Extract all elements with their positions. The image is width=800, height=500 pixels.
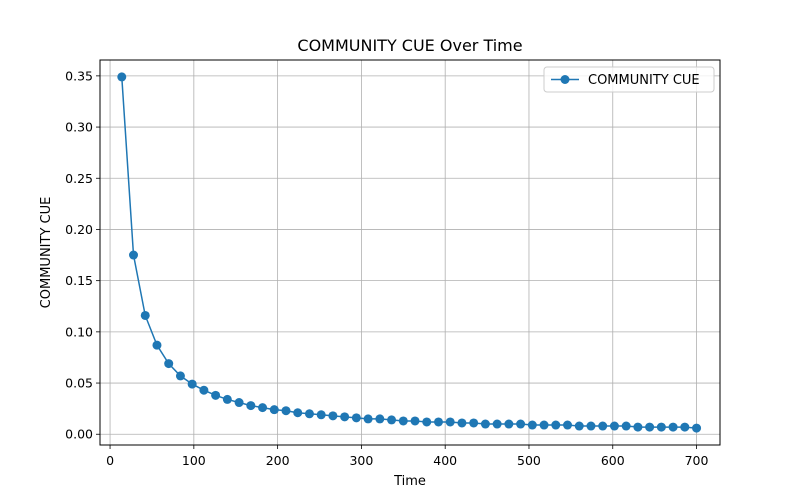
data-point xyxy=(492,419,502,429)
data-point xyxy=(152,340,162,350)
data-point xyxy=(527,420,537,430)
y-tick-label: 0.00 xyxy=(65,427,93,442)
series-layer xyxy=(117,72,702,433)
x-tick-label: 700 xyxy=(685,453,709,468)
data-point xyxy=(316,410,326,420)
data-point xyxy=(668,422,678,432)
data-point xyxy=(269,405,279,415)
data-point xyxy=(586,421,596,431)
data-point xyxy=(621,421,631,431)
data-point xyxy=(363,414,373,424)
data-point xyxy=(199,385,209,395)
data-point xyxy=(445,417,455,427)
plot-frame xyxy=(99,59,721,446)
y-tick-label: 0.10 xyxy=(65,324,93,339)
data-point xyxy=(387,415,397,425)
data-point xyxy=(680,422,690,432)
x-tick-label: 600 xyxy=(601,453,625,468)
legend: COMMUNITY CUE xyxy=(543,66,715,93)
data-point xyxy=(222,394,232,404)
data-point xyxy=(551,420,561,430)
x-tick-label: 500 xyxy=(517,453,541,468)
data-point xyxy=(281,406,291,416)
data-point xyxy=(175,371,185,381)
data-point xyxy=(211,390,221,400)
chart-title: COMMUNITY CUE Over Time xyxy=(297,36,522,55)
data-point xyxy=(692,423,702,433)
data-point xyxy=(234,398,244,408)
grid-lines xyxy=(100,60,720,445)
data-point xyxy=(516,419,526,429)
data-point xyxy=(117,72,127,82)
data-point xyxy=(187,379,197,389)
y-tick-label: 0.35 xyxy=(65,68,93,83)
x-tick-label: 200 xyxy=(266,453,290,468)
data-point xyxy=(609,421,619,431)
data-point xyxy=(293,408,303,418)
data-point xyxy=(398,416,408,426)
data-point xyxy=(422,417,432,427)
data-point xyxy=(574,421,584,431)
y-tick-label: 0.15 xyxy=(65,273,93,288)
data-point xyxy=(375,414,385,424)
x-tick-label: 100 xyxy=(182,453,206,468)
data-point xyxy=(504,419,514,429)
data-point xyxy=(129,250,139,260)
data-point xyxy=(656,422,666,432)
y-tick-label: 0.25 xyxy=(65,171,93,186)
data-point xyxy=(246,401,256,411)
data-point xyxy=(598,421,608,431)
legend-box xyxy=(543,66,715,93)
data-point xyxy=(258,403,268,413)
data-point xyxy=(164,359,174,369)
y-tick-label: 0.20 xyxy=(65,222,93,237)
data-point xyxy=(633,422,643,432)
data-point xyxy=(645,422,655,432)
data-point xyxy=(469,418,479,428)
legend-entry-label: COMMUNITY CUE xyxy=(588,73,700,88)
data-point xyxy=(563,420,573,430)
y-tick-label: 0.05 xyxy=(65,376,93,391)
x-tick-label: 400 xyxy=(433,453,457,468)
data-point xyxy=(328,411,338,421)
y-tick-label: 0.30 xyxy=(65,120,93,135)
axis-ticks: 0 100 200 300 400 500 600 700 0.00 0.05 0.10 0.15 0.… xyxy=(65,68,708,468)
x-tick-label: 0 xyxy=(106,453,114,468)
x-tick-label: 300 xyxy=(349,453,373,468)
data-point xyxy=(351,413,361,423)
data-point xyxy=(480,419,490,429)
data-point xyxy=(410,416,420,426)
data-point xyxy=(140,310,150,320)
data-point xyxy=(457,418,467,428)
x-axis-label: Time xyxy=(393,474,426,489)
y-axis-label: COMMUNITY CUE xyxy=(39,197,54,309)
data-point xyxy=(340,412,350,422)
data-point xyxy=(539,420,549,430)
data-point xyxy=(304,409,314,419)
legend-point-marker xyxy=(560,75,570,84)
data-point xyxy=(433,417,443,427)
